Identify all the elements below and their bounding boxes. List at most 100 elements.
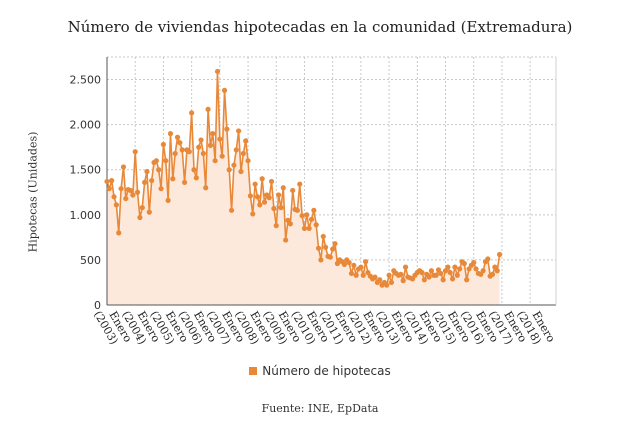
y-tick-label: 0 (94, 299, 101, 312)
data-point (301, 225, 308, 231)
data-point (153, 158, 159, 164)
data-point (280, 185, 286, 191)
data-point (196, 144, 202, 150)
data-point (348, 270, 355, 277)
data-point (271, 205, 277, 212)
data-point (254, 194, 261, 200)
data-point (402, 264, 409, 270)
y-axis-ticks: 0 500 1.000 1.500 2.000 2.500 (70, 74, 102, 312)
data-point (228, 207, 235, 213)
data-point (174, 134, 181, 140)
data-point (273, 223, 279, 229)
data-point (238, 168, 244, 175)
data-point (440, 277, 446, 283)
data-point (257, 202, 263, 208)
data-point (384, 282, 390, 288)
data-point (172, 150, 178, 157)
data-point (207, 142, 214, 148)
data-point (496, 251, 503, 258)
data-point (346, 260, 352, 266)
source-note: Fuente: INE, EpData (261, 402, 379, 415)
data-point (165, 197, 171, 203)
data-point (299, 213, 305, 219)
data-point (214, 68, 221, 75)
data-point (158, 186, 164, 192)
data-point (210, 131, 216, 137)
data-point (160, 141, 167, 148)
data-point (142, 179, 148, 185)
data-point (480, 268, 486, 274)
data-point (243, 138, 249, 144)
data-point (193, 175, 199, 181)
data-point (306, 225, 312, 231)
data-point (144, 168, 150, 175)
data-point (400, 278, 406, 284)
data-point (247, 193, 253, 199)
data-point (156, 167, 162, 173)
data-point (315, 245, 322, 251)
data-point (259, 176, 265, 182)
data-point (212, 158, 218, 164)
grid (106, 56, 556, 305)
legend[interactable]: Número de hipotecas (0, 364, 640, 378)
data-point (449, 276, 456, 282)
data-point (191, 167, 197, 173)
data-point (308, 216, 315, 222)
data-point (205, 106, 211, 112)
data-point (445, 264, 451, 270)
data-point (163, 158, 169, 164)
data-point (170, 176, 176, 182)
data-point (276, 192, 282, 198)
data-point (464, 277, 470, 283)
data-point (250, 211, 256, 217)
data-point (320, 233, 326, 240)
chart-title: Número de viviendas hipotecadas en la co… (67, 18, 573, 36)
data-point (454, 272, 460, 278)
data-point (318, 257, 324, 263)
data-point (266, 195, 272, 201)
data-point (177, 140, 183, 146)
data-point (461, 260, 467, 267)
data-point (351, 262, 357, 268)
y-tick-label: 1.500 (70, 164, 102, 177)
data-point (362, 259, 369, 265)
data-point (189, 110, 195, 116)
data-point (116, 230, 122, 236)
x-axis-ticks: Enero(2003) Enero(2004) Enero(2005) Enero(2… (91, 309, 558, 347)
data-point (149, 177, 155, 184)
data-point (221, 87, 228, 93)
data-point (290, 187, 296, 194)
data-point (120, 164, 127, 170)
legend-swatch (249, 367, 258, 375)
data-point (447, 269, 453, 276)
data-point (471, 260, 477, 266)
data-point (485, 256, 491, 262)
data-point (330, 246, 336, 252)
data-point (297, 181, 303, 187)
data-point (388, 279, 395, 286)
legend-label: Número de hipotecas (262, 364, 391, 378)
data-point (109, 177, 115, 184)
data-point (473, 266, 479, 272)
data-point (311, 207, 317, 213)
data-point (104, 178, 110, 185)
data-point (452, 264, 458, 270)
data-point (240, 150, 246, 157)
data-point (186, 149, 192, 155)
data-point (252, 181, 258, 187)
data-point (198, 137, 204, 143)
series-points (104, 68, 503, 288)
y-tick-label: 1.000 (70, 209, 102, 222)
data-point (233, 147, 239, 153)
data-point (304, 212, 310, 218)
data-point (118, 186, 124, 192)
y-tick-label: 500 (80, 254, 101, 267)
data-point (236, 128, 242, 134)
data-point (489, 271, 496, 277)
data-point (181, 179, 188, 185)
data-point (283, 237, 289, 243)
data-point (111, 194, 117, 200)
series-fill (107, 71, 500, 306)
data-point (217, 136, 223, 142)
